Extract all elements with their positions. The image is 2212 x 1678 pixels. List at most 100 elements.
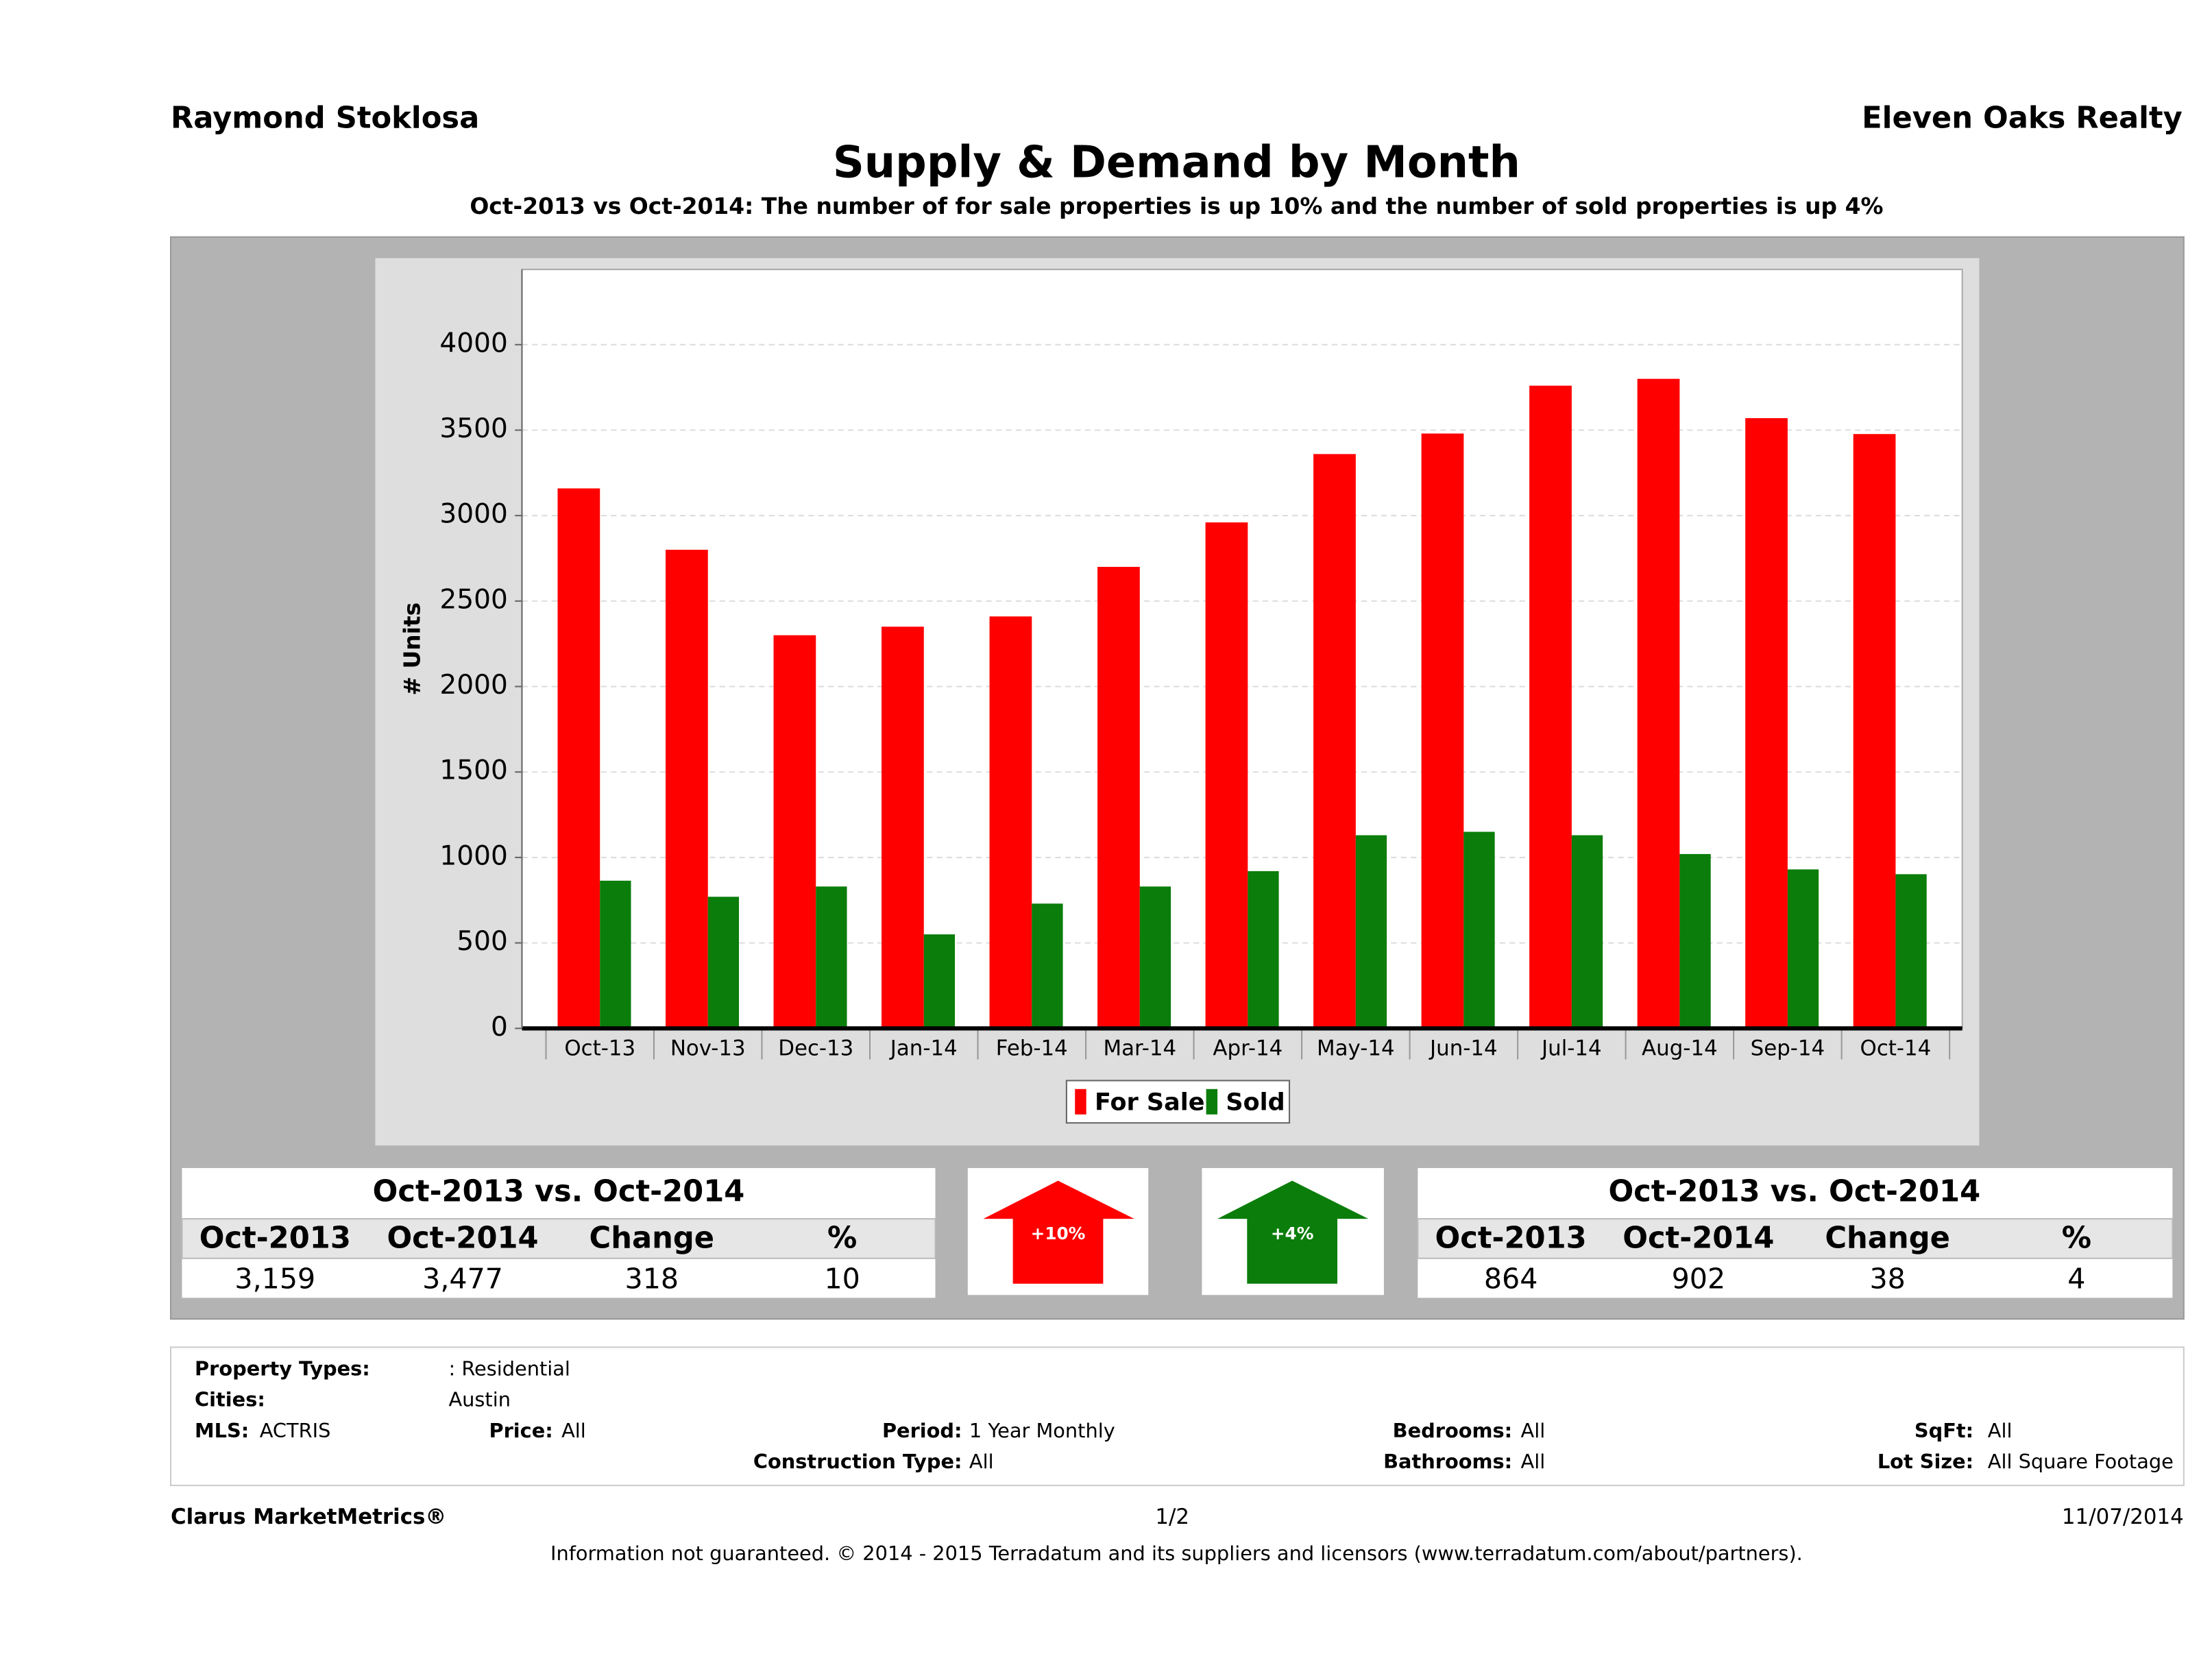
y-tick-label: 2000: [439, 670, 508, 701]
bar: [1787, 869, 1819, 1029]
x-tick-label: Oct-14: [1860, 1036, 1932, 1061]
x-tick-label: Jun-14: [1429, 1036, 1498, 1061]
cell: 38: [1869, 1263, 1905, 1296]
x-tick-label: Mar-14: [1103, 1036, 1176, 1061]
filter-value: All: [1988, 1419, 2013, 1442]
filter-label: Bathrooms:: [1383, 1450, 1512, 1473]
bar: [773, 635, 816, 1029]
x-tick-label: Nov-13: [670, 1036, 746, 1061]
agent: Raymond Stoklosa: [171, 101, 479, 135]
filter-value: All: [561, 1419, 586, 1442]
bar: [1421, 433, 1464, 1029]
disclaimer: Information not guaranteed. © 2014 - 201…: [550, 1542, 1803, 1565]
chart-title: Supply & Demand by Month: [833, 137, 1520, 188]
bar: [1355, 835, 1387, 1029]
filter-value: : Residential: [448, 1357, 570, 1380]
x-tick-label: Dec-13: [778, 1036, 853, 1061]
table-title: Oct-2013 vs. Oct-2014: [1608, 1175, 1980, 1209]
legend-label: For Sale: [1095, 1089, 1204, 1116]
column-header: Oct-2013: [199, 1221, 351, 1255]
bar: [1745, 418, 1788, 1029]
y-tick-label: 1500: [439, 755, 508, 786]
bar: [1637, 378, 1680, 1029]
x-tick-label: Apr-14: [1213, 1036, 1283, 1061]
badge: +10%: [1031, 1224, 1086, 1243]
cell: 318: [625, 1263, 679, 1296]
chart: 0 500 1000 1500 2000 2500 3000 3500 4000 Oct-13 No…: [439, 269, 1962, 1061]
bar: [666, 550, 708, 1029]
bar: [1529, 385, 1572, 1029]
cell: 3,477: [422, 1263, 503, 1296]
column-header: Oct-2013: [1435, 1221, 1587, 1255]
filter-value: 1 Year Monthly: [969, 1419, 1115, 1442]
bar: [707, 897, 740, 1029]
bar: [1097, 566, 1140, 1029]
y-tick-label: 500: [457, 926, 508, 957]
x-tick-label: Jan-14: [889, 1036, 958, 1061]
filter-label: MLS:: [195, 1419, 249, 1442]
cell: 10: [824, 1263, 860, 1296]
y-tick-label: 2500: [439, 584, 508, 615]
cell: 3,159: [234, 1263, 315, 1296]
filter-value: All Square Footage: [1988, 1450, 2174, 1473]
x-tick-label: Sep-14: [1751, 1036, 1825, 1061]
y-tick-label: 3000: [439, 499, 508, 530]
bar: [1205, 522, 1248, 1029]
up-arrow: [983, 1180, 1134, 1284]
bar: [989, 616, 1032, 1029]
bar: [923, 934, 956, 1029]
legend: [1065, 1080, 1291, 1124]
bar: [1571, 835, 1603, 1029]
filter-label: Period:: [882, 1419, 962, 1442]
filter-label: Property Types:: [195, 1357, 370, 1380]
x-tick-label: Oct-13: [564, 1036, 635, 1061]
column-header: Change: [1825, 1221, 1950, 1255]
table-title: Oct-2013 vs. Oct-2014: [373, 1175, 745, 1209]
bar: [1032, 903, 1063, 1029]
y-tick-label: 1000: [439, 840, 508, 871]
cell: 4: [2067, 1263, 2085, 1296]
cell: 902: [1672, 1263, 1726, 1296]
chart-subtitle: Oct-2013 vs Oct-2014: The number of for …: [470, 193, 1883, 219]
x-tick-label: Feb-14: [996, 1036, 1068, 1061]
filter-label: SqFt:: [1915, 1419, 1973, 1442]
filter-value: All: [1521, 1419, 1546, 1442]
filter-label: Cities:: [195, 1388, 265, 1411]
filter-value: Austin: [448, 1388, 511, 1411]
legend-swatch: [1206, 1089, 1218, 1115]
column-header: Oct-2014: [1622, 1221, 1774, 1255]
column-header: Oct-2014: [387, 1221, 538, 1255]
table-header-row: [181, 1218, 936, 1259]
bar: [1313, 454, 1356, 1029]
x-tick-label: Jul-14: [1540, 1036, 1602, 1061]
x-tick-label: May-14: [1317, 1036, 1395, 1061]
filter-label: Price:: [489, 1419, 552, 1442]
column-header: %: [2062, 1221, 2091, 1255]
bar: [816, 886, 847, 1029]
filter-value: All: [969, 1450, 994, 1473]
y-tick-label: 4000: [439, 328, 508, 358]
y-axis-label: # Units: [399, 603, 426, 696]
legend-label: Sold: [1226, 1089, 1285, 1116]
cell: 864: [1484, 1263, 1538, 1296]
bar: [882, 627, 924, 1029]
legend-swatch: [1075, 1089, 1086, 1115]
bar: [1139, 886, 1171, 1029]
bar: [1248, 871, 1279, 1029]
y-tick-label: 0: [491, 1012, 508, 1043]
brand: Clarus MarketMetrics®: [171, 1505, 446, 1529]
column-header: %: [827, 1221, 857, 1255]
bar: [557, 488, 600, 1029]
table-header-row: [1417, 1218, 2174, 1259]
date: 11/07/2014: [2062, 1505, 2184, 1529]
filter-label: Lot Size:: [1877, 1450, 1973, 1473]
filters-box: [170, 1346, 2185, 1487]
up-arrow: [1217, 1180, 1369, 1284]
filter-label: Bedrooms:: [1393, 1419, 1513, 1442]
filter-value: ACTRIS: [260, 1419, 331, 1442]
bar: [1853, 434, 1896, 1029]
page-number: 1/2: [1155, 1505, 1189, 1529]
filter-value: All: [1521, 1450, 1546, 1473]
